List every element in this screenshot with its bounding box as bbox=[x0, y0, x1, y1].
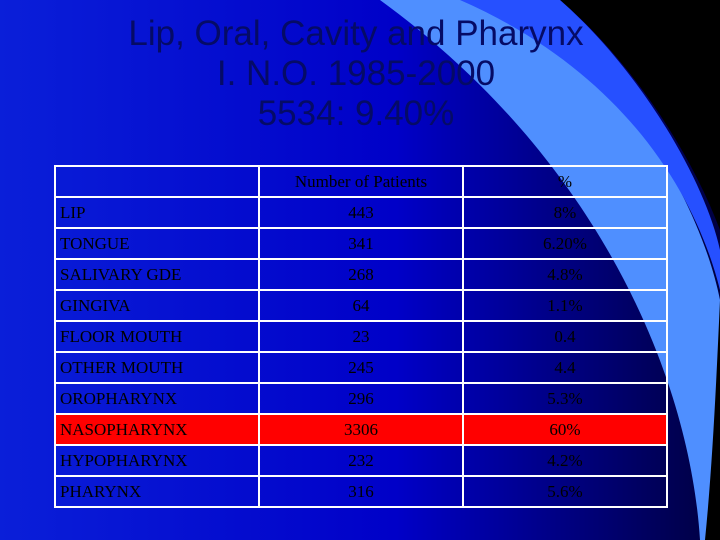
site-cell: FLOOR MOUTH bbox=[54, 320, 260, 353]
table-row: LIP 443 8% bbox=[54, 196, 668, 229]
site-cell: TONGUE bbox=[54, 227, 260, 260]
patients-cell: 23 bbox=[258, 320, 464, 353]
swoosh-light bbox=[380, 0, 720, 540]
site-cell: OTHER MOUTH bbox=[54, 351, 260, 384]
percent-cell: 60% bbox=[462, 413, 668, 446]
percent-cell: 4.2% bbox=[462, 444, 668, 477]
site-cell: NASOPHARYNX bbox=[54, 413, 260, 446]
percent-cell: 5.6% bbox=[462, 475, 668, 508]
site-cell: OROPHARYNX bbox=[54, 382, 260, 415]
table-row: OTHER MOUTH 245 4.4 bbox=[54, 351, 668, 384]
patients-cell: 296 bbox=[258, 382, 464, 415]
site-cell: PHARYNX bbox=[54, 475, 260, 508]
table-row: PHARYNX 316 5.6% bbox=[54, 475, 668, 508]
table-row-highlighted: NASOPHARYNX 3306 60% bbox=[54, 413, 668, 446]
patients-cell: 443 bbox=[258, 196, 464, 229]
percent-cell: 4.4 bbox=[462, 351, 668, 384]
table-row: OROPHARYNX 296 5.3% bbox=[54, 382, 668, 415]
patients-cell: 3306 bbox=[258, 413, 464, 446]
title-line-1: Lip, Oral, Cavity and Pharynx bbox=[128, 14, 584, 53]
site-cell: GINGIVA bbox=[54, 289, 260, 322]
slide-title: Lip, Oral, Cavity and Pharynx I. N.O. 19… bbox=[0, 14, 712, 134]
swoosh-right-dark bbox=[705, 300, 720, 540]
patients-cell: 64 bbox=[258, 289, 464, 322]
table-row: GINGIVA 64 1.1% bbox=[54, 289, 668, 322]
table-row: SALIVARY GDE 268 4.8% bbox=[54, 258, 668, 291]
patients-cell: 232 bbox=[258, 444, 464, 477]
header-cell-patients: Number of Patients bbox=[258, 165, 464, 198]
site-cell: HYPOPHARYNX bbox=[54, 444, 260, 477]
percent-cell: 1.1% bbox=[462, 289, 668, 322]
table-header-row: Number of Patients % bbox=[54, 165, 668, 198]
percent-cell: 6.20% bbox=[462, 227, 668, 260]
table-row: HYPOPHARYNX 232 4.2% bbox=[54, 444, 668, 477]
patients-cell: 316 bbox=[258, 475, 464, 508]
patients-cell: 341 bbox=[258, 227, 464, 260]
table-row: TONGUE 341 6.20% bbox=[54, 227, 668, 260]
corner-dark-shape bbox=[560, 0, 720, 230]
percent-cell: 0.4 bbox=[462, 320, 668, 353]
percent-cell: 8% bbox=[462, 196, 668, 229]
patients-cell: 245 bbox=[258, 351, 464, 384]
table-row: FLOOR MOUTH 23 0.4 bbox=[54, 320, 668, 353]
header-cell-site bbox=[54, 165, 260, 198]
title-line-2: I. N.O. 1985-2000 bbox=[216, 54, 496, 93]
site-cell: LIP bbox=[54, 196, 260, 229]
swoosh-mid bbox=[460, 0, 720, 290]
site-cell: SALIVARY GDE bbox=[54, 258, 260, 291]
header-cell-percent: % bbox=[462, 165, 668, 198]
title-line-3: 5534: 9.40% bbox=[257, 94, 455, 133]
patients-cell: 268 bbox=[258, 258, 464, 291]
percent-cell: 4.8% bbox=[462, 258, 668, 291]
patients-table: Number of Patients % LIP 443 8% TONGUE 3… bbox=[54, 165, 668, 508]
percent-cell: 5.3% bbox=[462, 382, 668, 415]
